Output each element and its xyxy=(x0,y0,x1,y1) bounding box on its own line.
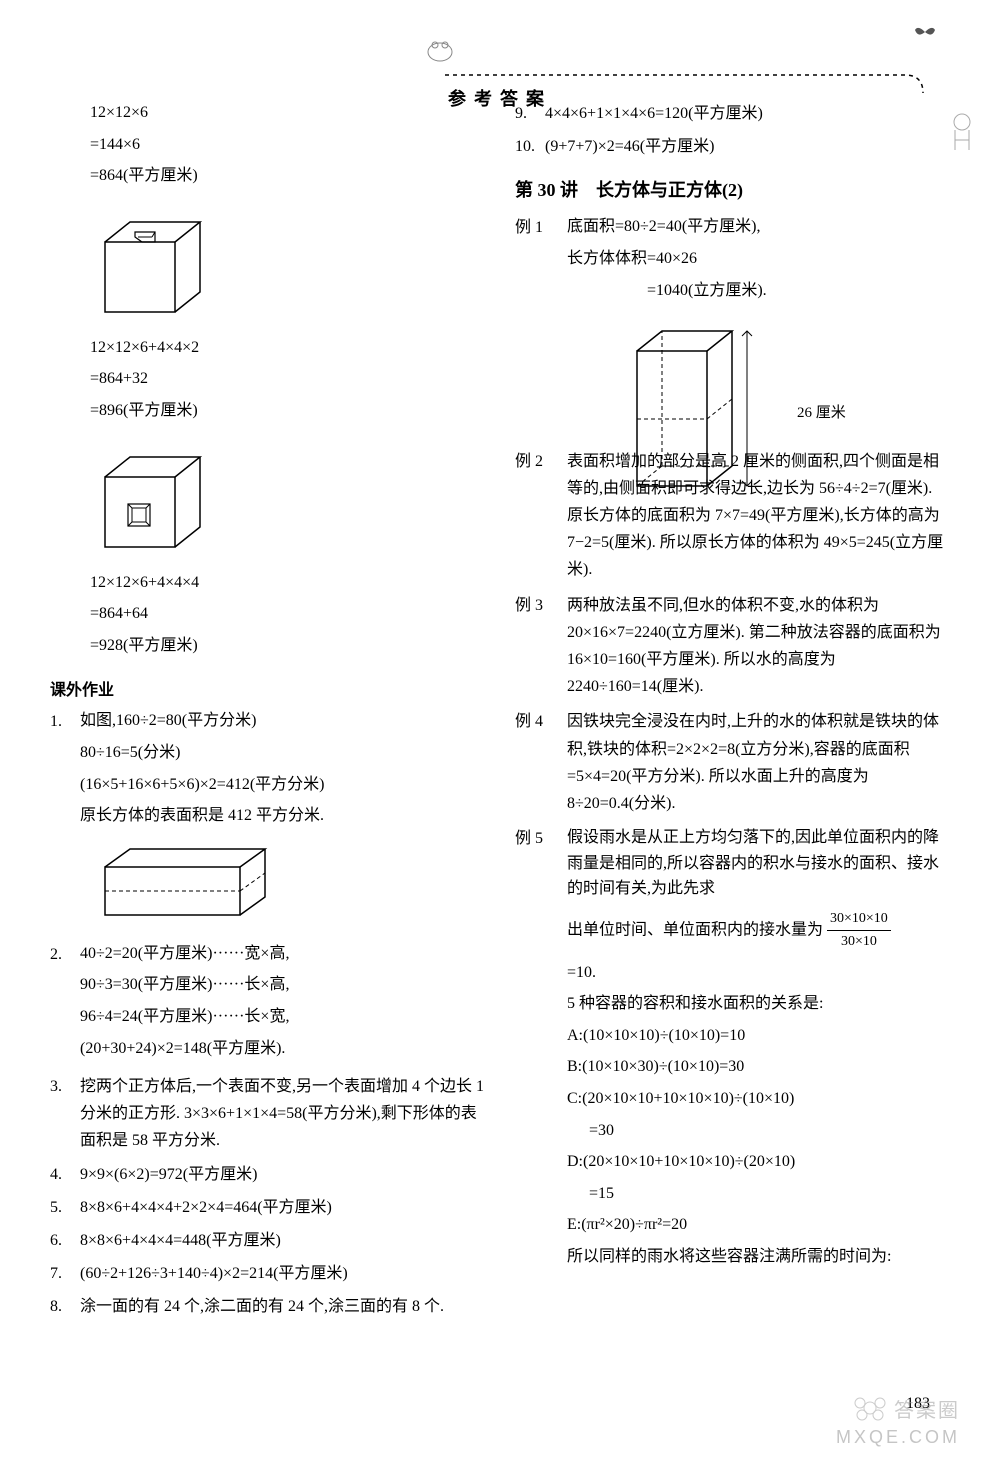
dimension-text: 26 厘米 xyxy=(797,401,1000,427)
item-content: 40÷2=20(平方厘米)······宽×高, 90÷3=30(平方厘米)···… xyxy=(80,941,485,1067)
homework-item-9: 9. 4×4×6+1×1×4×6=120(平方厘米) xyxy=(515,100,950,127)
text-line: 长方体体积=40×26 xyxy=(567,246,950,272)
example-content: 假设雨水是从正上方均匀落下的,因此单位面积内的降雨量是相同的,所以容器内的积水与… xyxy=(567,825,950,1276)
calc-block-1: 12×12×6 =144×6 =864(平方厘米) xyxy=(50,100,485,195)
text-line: (20+30+24)×2=148(平方厘米). xyxy=(80,1036,485,1062)
girl-decoration-icon xyxy=(945,110,980,165)
left-column: 12×12×6 =144×6 =864(平方厘米) 12×12×6+4×4×2 … xyxy=(50,100,485,1327)
text-line: =1040(立方厘米). xyxy=(567,278,950,304)
calc-line: 12×12×6+4×4×2 xyxy=(90,335,485,361)
item-number: 3. xyxy=(50,1073,72,1155)
text-line: A:(10×10×10)÷(10×10)=10 xyxy=(567,1023,950,1049)
text-line: 如图,160÷2=80(平方分米) xyxy=(80,708,485,734)
example-label: 例 5 xyxy=(515,825,555,1276)
cuboid-figure xyxy=(90,837,485,927)
text-line: 96÷4=24(平方厘米)······长×宽, xyxy=(80,1004,485,1030)
calc-line: =896(平方厘米) xyxy=(90,398,485,424)
text-line-with-fraction: 出单位时间、单位面积内的接水量为 30×10×10 30×10 xyxy=(567,908,950,954)
item-content: 9×9×(6×2)=972(平方厘米) xyxy=(80,1161,485,1188)
example-content: 两种放法虽不同,但水的体积不变,水的体积为 20×16×7=2240(立方厘米)… xyxy=(567,592,950,701)
item-number: 4. xyxy=(50,1161,72,1188)
cube-figure-2 xyxy=(80,442,485,562)
fraction-denominator: 30×10 xyxy=(827,931,891,953)
calc-line: =928(平方厘米) xyxy=(90,633,485,659)
text-line: =10. xyxy=(567,960,950,986)
example-2: 例 2 表面积增加的部分是高 2 厘米的侧面积,四个侧面是相等的,由侧面积即可求… xyxy=(515,448,950,584)
item-number: 8. xyxy=(50,1293,72,1320)
item-content: 如图,160÷2=80(平方分米) 80÷16=5(分米) (16×5+16×6… xyxy=(80,708,485,934)
example-3: 例 3 两种放法虽不同,但水的体积不变,水的体积为 20×16×7=2240(立… xyxy=(515,592,950,701)
calc-line: =864+64 xyxy=(90,601,485,627)
item-content: (60÷2+126÷3+140÷4)×2=214(平方厘米) xyxy=(80,1260,485,1287)
butterfly-icon xyxy=(910,20,940,50)
fraction: 30×10×10 30×10 xyxy=(827,908,891,954)
example-content: 因铁块完全浸没在内时,上升的水的体积就是铁块的体积,铁块的体积=2×2×2=8(… xyxy=(567,708,950,817)
section-30-title: 第 30 讲 长方体与正方体(2) xyxy=(515,176,950,202)
text-line: 假设雨水是从正上方均匀落下的,因此单位面积内的降雨量是相同的,所以容器内的积水与… xyxy=(567,825,950,902)
text-line: 80÷16=5(分米) xyxy=(80,740,485,766)
item-number: 5. xyxy=(50,1194,72,1221)
text-line: 40÷2=20(平方厘米)······宽×高, xyxy=(80,941,485,967)
text-line: C:(20×10×10+10×10×10)÷(10×10) xyxy=(567,1086,950,1112)
text-span: 出单位时间、单位面积内的接水量为 xyxy=(567,921,823,938)
calc-line: 12×12×6+4×4×4 xyxy=(90,570,485,596)
calc-line: =864+32 xyxy=(90,366,485,392)
page-title: 参考答案 xyxy=(448,85,552,111)
text-line: 所以同样的雨水将这些容器注满所需的时间为: xyxy=(567,1244,950,1270)
item-content: 涂一面的有 24 个,涂二面的有 24 个,涂三面的有 8 个. xyxy=(80,1293,485,1320)
homework-item-4: 4. 9×9×(6×2)=972(平方厘米) xyxy=(50,1161,485,1188)
homework-item-8: 8. 涂一面的有 24 个,涂二面的有 24 个,涂三面的有 8 个. xyxy=(50,1293,485,1320)
example-label: 例 3 xyxy=(515,592,555,701)
example-4: 例 4 因铁块完全浸没在内时,上升的水的体积就是铁块的体积,铁块的体积=2×2×… xyxy=(515,708,950,817)
calc-line: =144×6 xyxy=(90,132,485,158)
item-number: 6. xyxy=(50,1227,72,1254)
item-content: 挖两个正方体后,一个表面不变,另一个表面增加 4 个边长 1 分米的正方形. 3… xyxy=(80,1073,485,1155)
item-number: 7. xyxy=(50,1260,72,1287)
text-line: 底面积=80÷2=40(平方厘米), xyxy=(567,214,950,240)
text-line: =15 xyxy=(567,1181,950,1207)
flower-decoration-icon xyxy=(840,1383,900,1433)
text-line: E:(πr²×20)÷πr²=20 xyxy=(567,1212,950,1238)
homework-item-6: 6. 8×8×6+4×4×4=448(平方厘米) xyxy=(50,1227,485,1254)
fraction-numerator: 30×10×10 xyxy=(827,908,891,931)
item-number: 1. xyxy=(50,708,72,934)
text-line: 90÷3=30(平方厘米)······长×高, xyxy=(80,972,485,998)
text-line: 原长方体的表面积是 412 平方分米. xyxy=(80,803,485,829)
ladybug-icon xyxy=(420,30,460,70)
homework-item-1: 1. 如图,160÷2=80(平方分米) 80÷16=5(分米) (16×5+1… xyxy=(50,708,485,934)
calc-block-2: 12×12×6+4×4×2 =864+32 =896(平方厘米) xyxy=(50,335,485,430)
text-line: =30 xyxy=(567,1118,950,1144)
text-line: (16×5+16×6+5×6)×2=412(平方分米) xyxy=(80,772,485,798)
text-line: B:(10×10×30)÷(10×10)=30 xyxy=(567,1054,950,1080)
homework-item-3: 3. 挖两个正方体后,一个表面不变,另一个表面增加 4 个边长 1 分米的正方形… xyxy=(50,1073,485,1155)
item-content: 8×8×6+4×4×4=448(平方厘米) xyxy=(80,1227,485,1254)
item-number: 2. xyxy=(50,941,72,1067)
right-column: 9. 4×4×6+1×1×4×6=120(平方厘米) 10. (9+7+7)×2… xyxy=(515,100,950,1327)
calc-line: 12×12×6 xyxy=(90,100,485,126)
calc-block-3: 12×12×6+4×4×4 =864+64 =928(平方厘米) xyxy=(50,570,485,665)
item-content: 4×4×6+1×1×4×6=120(平方厘米) xyxy=(545,100,950,127)
calc-line: =864(平方厘米) xyxy=(90,163,485,189)
cube-figure-1 xyxy=(80,207,485,327)
item-number: 10. xyxy=(515,133,537,160)
example-label: 例 4 xyxy=(515,708,555,817)
homework-heading: 课外作业 xyxy=(50,676,485,700)
item-content: 8×8×6+4×4×4+2×2×4=464(平方厘米) xyxy=(80,1194,485,1221)
homework-item-7: 7. (60÷2+126÷3+140÷4)×2=214(平方厘米) xyxy=(50,1260,485,1287)
text-line: 5 种容器的容积和接水面积的关系是: xyxy=(567,991,950,1017)
watermark-answers: 答案圈 xyxy=(894,1394,960,1423)
homework-item-10: 10. (9+7+7)×2=46(平方厘米) xyxy=(515,133,950,160)
homework-item-2: 2. 40÷2=20(平方厘米)······宽×高, 90÷3=30(平方厘米)… xyxy=(50,941,485,1067)
example-label: 例 2 xyxy=(515,448,555,584)
example-5: 例 5 假设雨水是从正上方均匀落下的,因此单位面积内的降雨量是相同的,所以容器内… xyxy=(515,825,950,1276)
example-content: 表面积增加的部分是高 2 厘米的侧面积,四个侧面是相等的,由侧面积即可求得边长,… xyxy=(567,448,950,584)
item-content: (9+7+7)×2=46(平方厘米) xyxy=(545,133,950,160)
homework-item-5: 5. 8×8×6+4×4×4+2×2×4=464(平方厘米) xyxy=(50,1194,485,1221)
text-line: D:(20×10×10+10×10×10)÷(20×10) xyxy=(567,1149,950,1175)
